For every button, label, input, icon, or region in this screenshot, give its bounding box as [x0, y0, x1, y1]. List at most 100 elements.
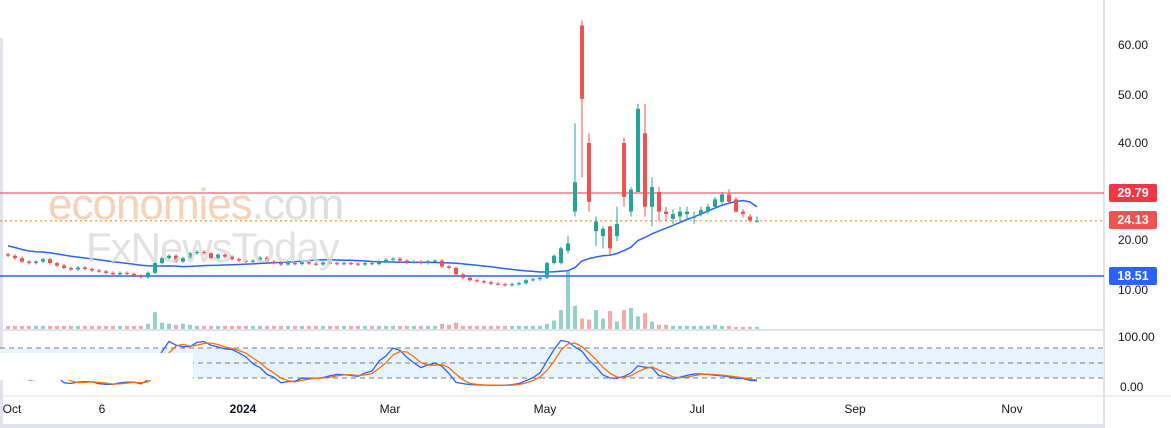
candle-body: [496, 283, 500, 285]
candle-body: [160, 258, 164, 264]
time-tick: Nov: [1001, 402, 1023, 416]
volume-bar: [412, 325, 416, 329]
candle-body: [601, 228, 605, 237]
candle-body: [391, 258, 395, 260]
candle-body: [370, 263, 374, 265]
candle-body: [615, 223, 619, 237]
volume-bar: [545, 323, 549, 329]
volume-bar: [363, 325, 367, 329]
candle-body: [489, 282, 493, 284]
volume-bar: [391, 325, 395, 329]
stoch-d-line: [7, 342, 758, 386]
candle-body: [503, 284, 507, 286]
time-tick: Sep: [844, 402, 866, 416]
volume-bar: [573, 305, 577, 329]
candle-body: [293, 263, 297, 265]
time-tick: 2024: [229, 402, 257, 416]
candle-body: [328, 262, 332, 264]
osc-overlay-blank: [0, 353, 193, 380]
candle-body: [97, 270, 101, 272]
candle-body: [69, 267, 73, 270]
volume-bar: [321, 325, 325, 329]
volume-bar: [356, 325, 360, 329]
candle-body: [678, 211, 682, 217]
volume-bar: [587, 319, 591, 329]
candle-body: [657, 192, 661, 212]
osc-tick: 100.00: [1118, 330, 1155, 344]
price-tag-18-51: 18.51: [1109, 267, 1157, 285]
volume-bar: [664, 324, 668, 329]
candle-body: [580, 25, 584, 99]
candle-body: [699, 210, 703, 215]
volume-bar: [27, 325, 31, 329]
candle-body: [734, 199, 738, 212]
volume-bar: [454, 322, 458, 329]
candle-body: [755, 220, 759, 222]
candle-body: [706, 206, 710, 212]
candle-body: [636, 108, 640, 192]
candle-body: [153, 263, 157, 273]
volume-bar: [349, 325, 353, 329]
candle-body: [482, 281, 486, 283]
candle-body: [258, 257, 262, 261]
volume-bar: [601, 318, 605, 329]
candle-body: [314, 263, 318, 265]
volume-bar: [153, 312, 157, 329]
candle-body: [62, 265, 66, 268]
candle-body: [419, 261, 423, 264]
volume-bar: [279, 325, 283, 329]
volume-bar: [132, 325, 136, 329]
volume-bar: [286, 325, 290, 329]
volume-bar: [650, 321, 654, 329]
volume-bar: [76, 325, 80, 329]
candle-body: [594, 221, 598, 232]
volume-bar: [608, 311, 612, 329]
candle-body: [279, 263, 283, 265]
volume-bar: [195, 325, 199, 329]
candle-body: [48, 259, 52, 264]
volume-bar: [272, 325, 276, 329]
volume-bar: [433, 325, 437, 329]
volume-bar: [447, 324, 451, 329]
volume-bar: [538, 325, 542, 329]
volume-bar: [174, 324, 178, 329]
volume-bar: [559, 310, 563, 329]
volume-bar: [314, 325, 318, 329]
candle-body: [426, 261, 430, 264]
candle-body: [741, 211, 745, 215]
volume-bar: [503, 325, 507, 329]
volume-bar: [216, 325, 220, 329]
candle-body: [671, 214, 675, 219]
candle-body: [475, 280, 479, 282]
volume-bar: [657, 324, 661, 329]
price-tick: 60.00: [1118, 38, 1149, 52]
candle-body: [286, 263, 290, 265]
volume-bar: [377, 325, 381, 329]
volume-bar: [755, 326, 759, 329]
volume-bar: [300, 325, 304, 329]
moving-average-line: [7, 199, 758, 273]
volume-bar: [62, 325, 66, 329]
candle-body: [41, 259, 45, 262]
candle-body: [468, 277, 472, 281]
volume-bar: [685, 325, 689, 329]
candle-body: [272, 261, 276, 264]
volume-bar: [734, 326, 738, 329]
volume-bar: [307, 325, 311, 329]
volume-bar: [342, 325, 346, 329]
candle-body: [216, 254, 220, 259]
candle-body: [454, 267, 458, 275]
price-tag-current: 24.13: [1109, 211, 1157, 229]
candle-body: [356, 263, 360, 265]
volume-bar: [580, 318, 584, 329]
candle-body: [608, 226, 612, 249]
volume-bar: [48, 325, 52, 329]
volume-bar: [258, 325, 262, 329]
volume-bar: [741, 326, 745, 329]
volume-bar: [370, 325, 374, 329]
volume-bar: [384, 325, 388, 329]
candle-body: [244, 260, 248, 262]
candle-body: [587, 143, 591, 202]
candle-body: [643, 133, 647, 207]
